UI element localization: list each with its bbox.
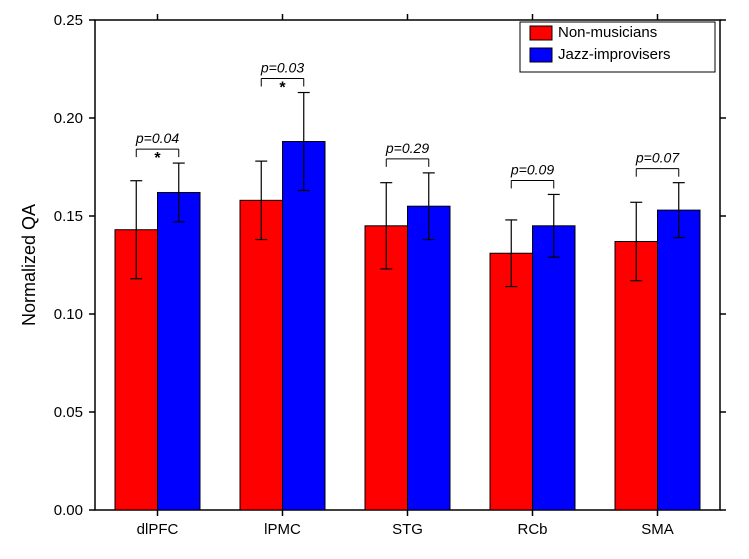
category-label: dlPFC (137, 521, 179, 538)
p-value-label: p=0.04 (135, 130, 179, 146)
chart-container: 0.00 0.05 0.10 0.15 0.20 0.25 Normalized QA dlP… (0, 0, 749, 559)
legend-swatch (530, 48, 552, 62)
category-label: RCb (517, 521, 547, 538)
p-value-label: p=0.03 (260, 60, 304, 76)
p-value-label: p=0.09 (510, 161, 554, 177)
y-tick-label: 0.20 (54, 110, 83, 127)
p-value-label: p=0.29 (385, 140, 429, 156)
y-tick-label: 0.00 (54, 502, 83, 519)
y-tick-label: 0.25 (54, 12, 83, 29)
y-tick-label: 0.10 (54, 306, 83, 323)
significance-star: * (154, 150, 161, 167)
bar (158, 192, 201, 510)
bar (240, 200, 283, 510)
legend-swatch (530, 26, 552, 40)
bar-chart: 0.00 0.05 0.10 0.15 0.20 0.25 Normalized QA dlP… (0, 0, 749, 559)
bar (533, 226, 576, 510)
p-value-label: p=0.07 (635, 150, 680, 166)
y-tick-label: 0.15 (54, 208, 83, 225)
significance-star: * (279, 80, 286, 97)
y-axis-label: Normalized QA (19, 204, 39, 326)
category-label: STG (392, 521, 423, 538)
category-label: SMA (641, 521, 674, 538)
y-tick-label: 0.05 (54, 404, 83, 421)
bar (283, 142, 326, 510)
bar (658, 210, 701, 510)
legend-label: Jazz-improvisers (558, 46, 671, 63)
legend-label: Non-musicians (558, 24, 657, 41)
bar (490, 253, 533, 510)
bar (408, 206, 451, 510)
bar (615, 241, 658, 510)
category-label: lPMC (264, 521, 301, 538)
